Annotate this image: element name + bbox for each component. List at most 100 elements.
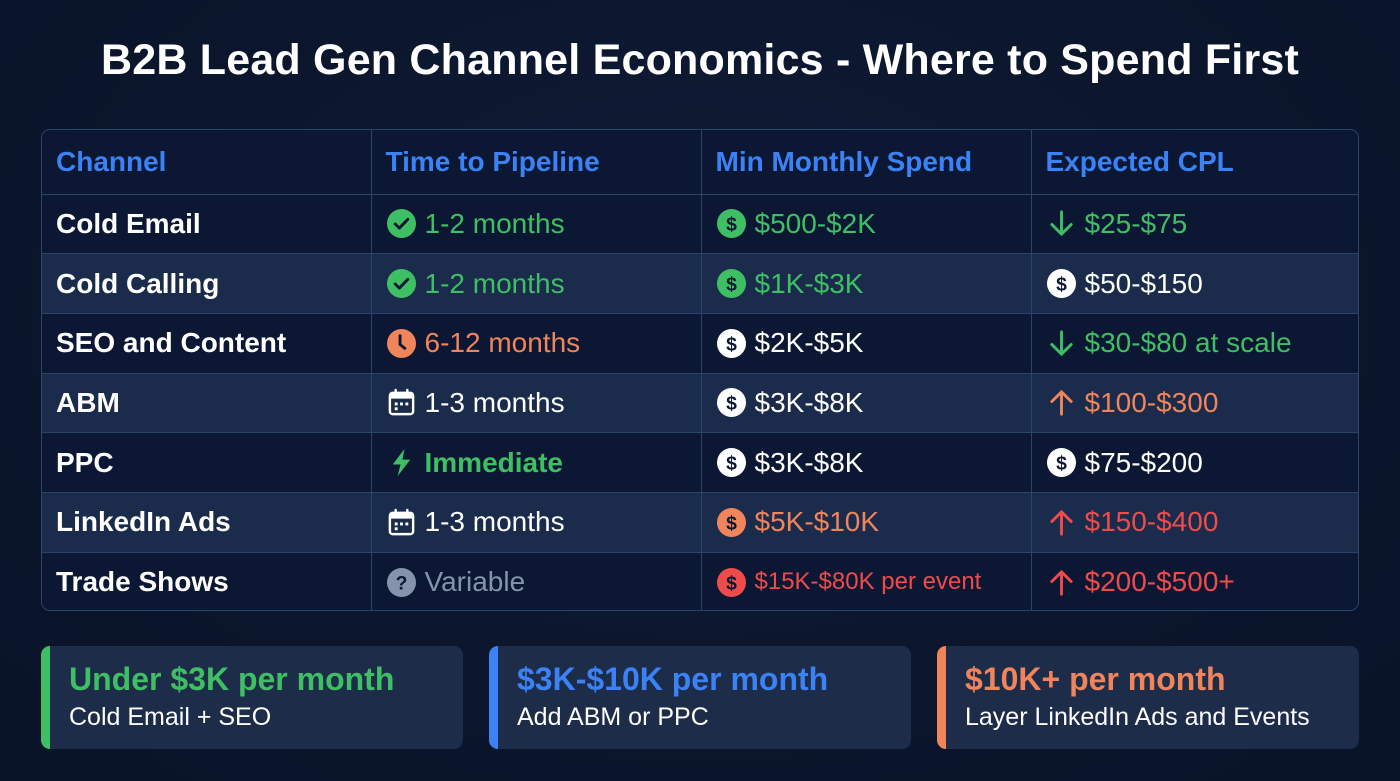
time-value: Immediate: [424, 446, 564, 478]
dollar-circle-icon: $: [716, 208, 747, 239]
cpl-cell: $200-$500+: [1031, 552, 1358, 610]
arrow-up-icon: [1046, 567, 1077, 598]
card-subtext: Layer LinkedIn Ads and Events: [965, 703, 1310, 731]
arrow-up-icon: [1046, 387, 1077, 418]
spend-value: $15K-$80K per event: [754, 568, 982, 596]
spend-value: $1K-$3K: [754, 267, 864, 299]
time-cell: ? Variable: [371, 552, 702, 610]
svg-text:$: $: [1056, 273, 1067, 295]
table-row: Cold Email 1-2 months $ $500-$2K $25-$75: [42, 194, 1358, 255]
time-cell: Immediate: [371, 432, 702, 493]
header-expected-cpl: Expected CPL: [1031, 130, 1358, 195]
budget-card-under-3k: Under $3K per month Cold Email + SEO: [41, 646, 463, 749]
cpl-cell: $ $50-$150: [1031, 253, 1358, 314]
svg-text:$: $: [1056, 452, 1067, 474]
accent-bar: [489, 646, 498, 749]
question-circle-icon: ?: [386, 567, 417, 598]
card-subtext: Cold Email + SEO: [69, 703, 272, 731]
channel-economics-table: Channel Time to Pipeline Min Monthly Spe…: [41, 129, 1359, 611]
dollar-circle-icon: $: [1046, 268, 1077, 299]
svg-text:$: $: [726, 393, 737, 415]
time-cell: 1-2 months: [371, 253, 702, 314]
calendar-icon: [386, 507, 417, 538]
svg-text:$: $: [726, 512, 737, 534]
table-header-row: Channel Time to Pipeline Min Monthly Spe…: [42, 130, 1358, 195]
channel-cell-seo-and-content: SEO and Content: [42, 313, 372, 374]
table-row: Cold Calling 1-2 months $ $1K-$3K $ $50-…: [42, 253, 1358, 314]
svg-text:$: $: [726, 452, 737, 474]
clock-icon: [386, 328, 417, 359]
time-cell: 1-3 months: [371, 373, 702, 434]
cpl-value: $200-$500+: [1084, 566, 1235, 598]
dollar-circle-icon: $: [1046, 447, 1077, 478]
cpl-cell: $25-$75: [1031, 194, 1358, 255]
cpl-cell: $150-$400: [1031, 492, 1358, 553]
spend-value: $500-$2K: [754, 207, 876, 239]
card-subtext: Add ABM or PPC: [517, 703, 709, 731]
svg-text:$: $: [726, 273, 737, 295]
spend-value: $3K-$8K: [754, 386, 864, 418]
spend-cell: $ $5K-$10K: [701, 492, 1032, 553]
spend-cell: $ $3K-$8K: [701, 373, 1032, 434]
channel-cell-cold-email: Cold Email: [42, 194, 372, 255]
header-min-monthly-spend: Min Monthly Spend: [701, 130, 1032, 195]
dollar-circle-icon: $: [716, 328, 747, 359]
budget-card-10k-plus: $10K+ per month Layer LinkedIn Ads and E…: [937, 646, 1359, 749]
spend-value: $5K-$10K: [754, 506, 880, 538]
time-value: 1-3 months: [424, 506, 565, 538]
spend-value: $2K-$5K: [754, 327, 864, 359]
budget-tier-cards: Under $3K per month Cold Email + SEO $3K…: [41, 646, 1359, 749]
header-time-to-pipeline: Time to Pipeline: [371, 130, 702, 195]
card-heading: $3K-$10K per month: [517, 661, 829, 697]
cpl-value: $50-$150: [1084, 267, 1203, 299]
budget-card-3k-10k: $3K-$10K per month Add ABM or PPC: [489, 646, 911, 749]
dollar-circle-icon: $: [716, 447, 747, 478]
arrow-down-icon: [1046, 208, 1077, 239]
calendar-icon: [386, 387, 417, 418]
channel-cell-trade-shows: Trade Shows: [42, 552, 372, 610]
lightning-icon: [386, 447, 417, 478]
spend-value: $3K-$8K: [754, 446, 864, 478]
dollar-circle-icon: $: [716, 567, 747, 598]
dollar-circle-icon: $: [716, 268, 747, 299]
card-heading: Under $3K per month: [69, 661, 395, 697]
time-value: 1-2 months: [424, 207, 565, 239]
cpl-cell: $30-$80 at scale: [1031, 313, 1358, 374]
cpl-value: $75-$200: [1084, 446, 1203, 478]
cpl-cell: $100-$300: [1031, 373, 1358, 434]
svg-text:?: ?: [395, 572, 407, 594]
cpl-value: $150-$400: [1084, 506, 1219, 538]
table-row: Trade Shows ? Variable $ $15K-$80K per e…: [42, 552, 1358, 610]
time-cell: 6-12 months: [371, 313, 702, 374]
check-circle-icon: [386, 208, 417, 239]
dollar-circle-icon: $: [716, 387, 747, 418]
time-value: Variable: [424, 566, 526, 598]
channel-cell-linkedin-ads: LinkedIn Ads: [42, 492, 372, 553]
channel-cell-cold-calling: Cold Calling: [42, 253, 372, 314]
svg-text:$: $: [726, 214, 737, 236]
card-heading: $10K+ per month: [965, 661, 1226, 697]
channel-cell-ppc: PPC: [42, 432, 372, 493]
svg-text:$: $: [726, 572, 737, 594]
time-value: 6-12 months: [424, 327, 581, 359]
cpl-cell: $ $75-$200: [1031, 432, 1358, 493]
time-cell: 1-3 months: [371, 492, 702, 553]
table-row: LinkedIn Ads 1-3 months $ $5K-$10K $150-…: [42, 492, 1358, 553]
spend-cell: $ $2K-$5K: [701, 313, 1032, 374]
dollar-circle-icon: $: [716, 507, 747, 538]
accent-bar: [41, 646, 50, 749]
time-value: 1-3 months: [424, 386, 565, 418]
cpl-value: $30-$80 at scale: [1084, 327, 1292, 359]
spend-cell: $ $3K-$8K: [701, 432, 1032, 493]
channel-cell-abm: ABM: [42, 373, 372, 434]
accent-bar: [937, 646, 946, 749]
page-title: B2B Lead Gen Channel Economics - Where t…: [100, 36, 1300, 84]
cpl-value: $25-$75: [1084, 207, 1188, 239]
header-channel: Channel: [42, 130, 372, 195]
check-circle-icon: [386, 268, 417, 299]
cpl-value: $100-$300: [1084, 386, 1219, 418]
spend-cell: $ $1K-$3K: [701, 253, 1032, 314]
time-cell: 1-2 months: [371, 194, 702, 255]
time-value: 1-2 months: [424, 267, 565, 299]
arrow-down-icon: [1046, 328, 1077, 359]
